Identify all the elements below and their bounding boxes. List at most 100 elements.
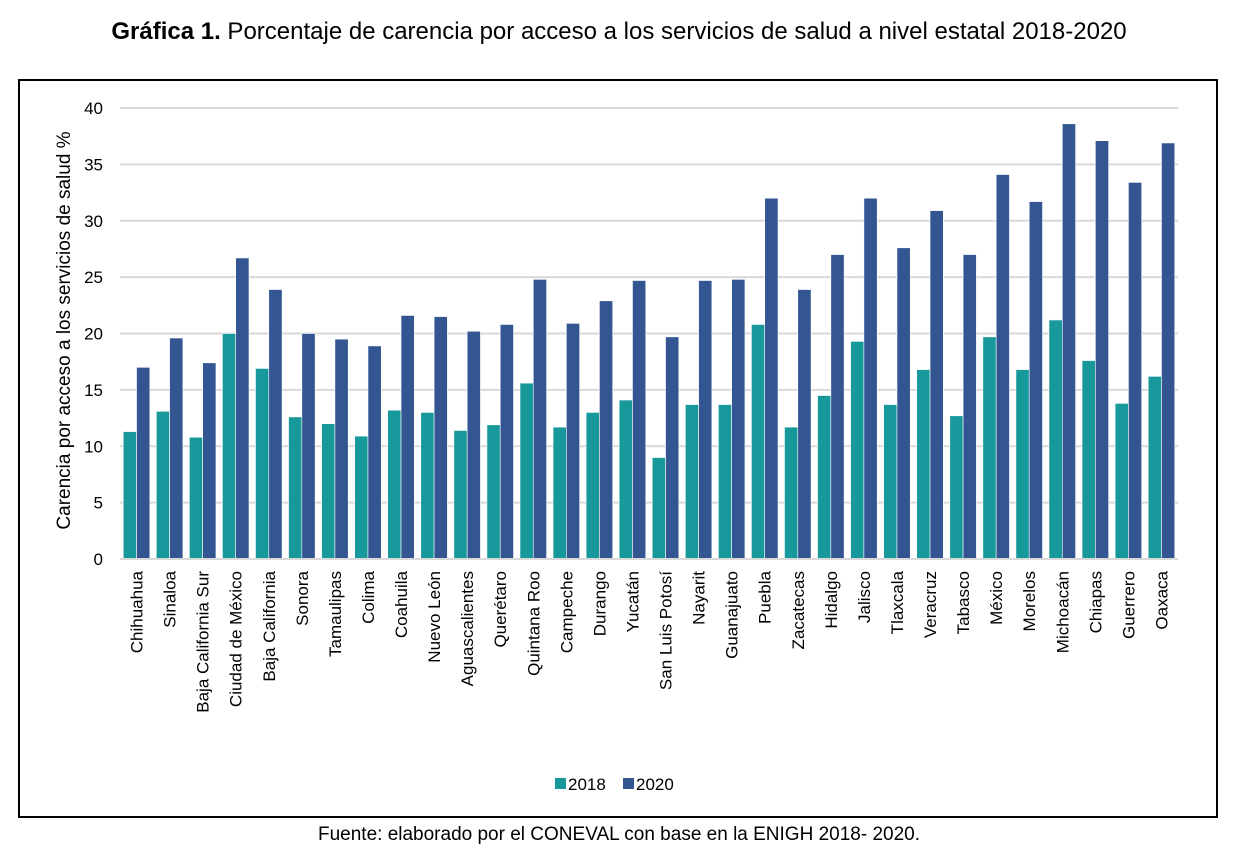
bar-2018: [949, 415, 964, 560]
bar-2020: [698, 280, 713, 560]
x-category-label: Tabasco: [954, 571, 973, 634]
bar-2020: [731, 279, 746, 560]
y-tick-label: 30: [84, 212, 103, 231]
bar-2020: [1028, 201, 1043, 560]
y-tick-label: 15: [84, 381, 103, 400]
bar-2020: [400, 315, 415, 560]
bar-2020: [599, 300, 614, 560]
y-tick-label: 25: [84, 268, 103, 287]
bar-2018: [288, 416, 303, 560]
bar-2020: [202, 362, 217, 560]
x-category-label: Quintana Roo: [524, 571, 543, 676]
y-tick-label: 0: [94, 550, 103, 569]
x-category-label: Oaxaca: [1152, 570, 1171, 629]
bar-2020: [136, 367, 151, 560]
x-category-label: México: [987, 571, 1006, 625]
bar-2018: [751, 324, 766, 560]
bar-2018: [420, 412, 435, 560]
figure-title: Gráfica 1. Porcentaje de carencia por ac…: [0, 18, 1238, 46]
x-category-label: San Luis Potosí: [657, 571, 676, 690]
x-category-label: Guanajuato: [723, 571, 742, 659]
bar-2020: [1061, 123, 1076, 560]
bar-2018: [387, 409, 402, 560]
figure-title-text: Porcentaje de carencia por acceso a los …: [220, 18, 1127, 45]
bar-2018: [1015, 369, 1030, 560]
x-category-label: Tlaxcala: [888, 570, 907, 634]
bar-2020: [962, 254, 977, 560]
bar-2020: [566, 323, 580, 560]
x-category-label: Durango: [590, 571, 609, 636]
x-category-label: Yucatán: [623, 571, 642, 632]
bar-2018: [718, 404, 732, 560]
bar-2018: [189, 436, 203, 560]
bar-2020: [665, 336, 680, 560]
x-category-label: Coahuila: [392, 570, 411, 638]
y-axis-ticks: 0 5 10 15 20 25 30 35 40: [84, 99, 103, 569]
y-tick-label: 5: [94, 494, 103, 513]
x-category-label: Baja California Sur: [194, 571, 213, 713]
bar-2020: [764, 197, 779, 560]
bar-2018: [1147, 376, 1162, 560]
figure-title-label: Gráfica 1.: [111, 18, 221, 45]
bar-2018: [850, 341, 865, 560]
x-category-label: Nuevo León: [425, 571, 444, 663]
bar-2018: [982, 336, 997, 560]
legend-label-2020: 2020: [636, 775, 674, 794]
x-category-label: Chiapas: [1086, 571, 1105, 633]
x-category-label: Veracruz: [921, 571, 940, 638]
x-category-label: Sonora: [293, 570, 312, 625]
bar-2020: [896, 247, 911, 560]
bar-2018: [1114, 403, 1129, 560]
y-tick-label: 35: [84, 155, 103, 174]
bar-2018: [651, 457, 666, 560]
x-category-label: Jalisco: [855, 571, 874, 623]
x-category-label: Nayarit: [690, 571, 709, 625]
bar-2020: [863, 197, 878, 560]
bars: [122, 123, 1176, 560]
bar-2018: [1081, 360, 1096, 560]
bar-2020: [169, 337, 184, 560]
x-category-label: Zacatecas: [789, 571, 808, 649]
x-category-label: Sinaloa: [161, 570, 180, 627]
x-category-label: Tamaulipas: [326, 571, 345, 657]
bar-2020: [532, 279, 547, 560]
bar-2018: [585, 412, 600, 560]
bar-2020: [797, 289, 812, 560]
bar-2020: [301, 333, 316, 560]
y-axis-label: Carencia por acceso a los servicios de s…: [54, 131, 75, 529]
bar-2018: [321, 423, 336, 560]
x-category-label: Colima: [359, 570, 378, 623]
bar-2020: [632, 280, 647, 560]
x-category-label: Aguascalientes: [458, 571, 477, 686]
bar-2018: [817, 395, 832, 560]
bar-2020: [466, 330, 481, 560]
legend-swatch-2020: [623, 778, 634, 789]
x-category-label: Chihuahua: [128, 570, 147, 653]
bar-2018: [519, 382, 534, 560]
x-category-label: Hidalgo: [822, 571, 841, 629]
bar-2018: [354, 435, 369, 560]
bar-2020: [830, 254, 845, 560]
x-category-label: Michoacán: [1053, 571, 1072, 653]
bar-2018: [1048, 319, 1063, 560]
source-note: Fuente: elaborado por el CONEVAL con bas…: [317, 824, 921, 845]
legend: 2018 2020: [555, 775, 674, 794]
x-category-label: Baja California: [260, 570, 279, 681]
bar-2020: [995, 174, 1010, 560]
bar-2018: [222, 333, 237, 560]
bar-2018: [255, 368, 270, 560]
bar-2018: [486, 424, 501, 560]
x-category-label: Querétaro: [491, 571, 510, 648]
x-category-label: Campeche: [557, 571, 576, 653]
bar-2020: [235, 257, 250, 560]
bar-2018: [552, 426, 567, 560]
bar-2018: [883, 404, 898, 560]
bar-2020: [268, 289, 283, 560]
y-tick-label: 40: [84, 99, 103, 118]
y-tick-label: 20: [84, 325, 103, 344]
legend-swatch-2018: [555, 778, 566, 789]
chart-frame: [18, 79, 1218, 818]
bar-2018: [122, 431, 137, 560]
bar-2020: [334, 338, 349, 560]
